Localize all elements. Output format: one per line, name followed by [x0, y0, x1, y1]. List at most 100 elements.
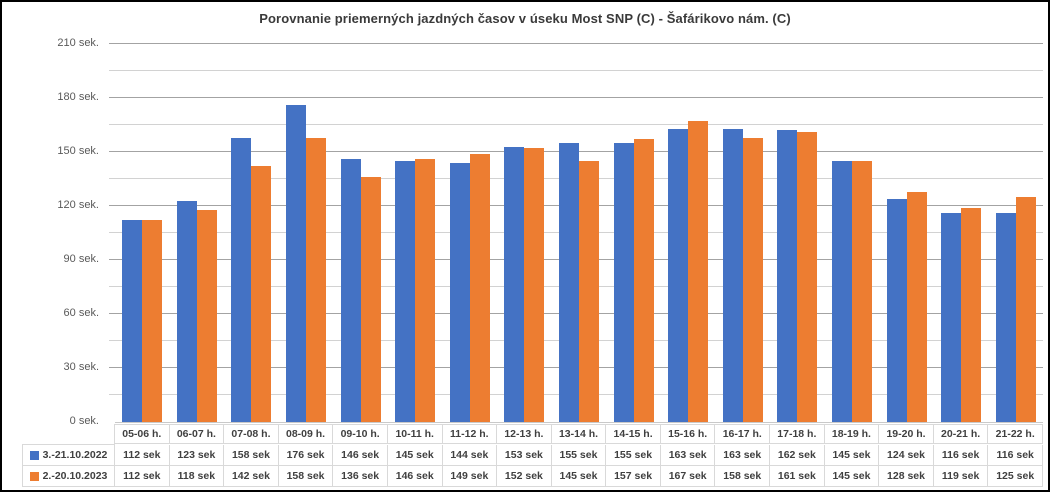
bar-group-20-21 [934, 44, 989, 422]
bar-2023-08-09 [306, 137, 327, 422]
y-axis-label: 210 sek. [57, 37, 99, 49]
table-value-cell: 123 sek [169, 445, 225, 466]
legend-swatch-icon [29, 450, 39, 460]
table-header-cell: 07-08 h. [224, 424, 279, 444]
bar-2022-20-21 [941, 213, 962, 422]
table-value-cell: 149 sek [442, 466, 498, 487]
bar-group-14-15 [606, 44, 661, 422]
bar-group-10-11 [388, 44, 443, 422]
bar-2022-16-17 [722, 128, 743, 422]
bar-2023-05-06 [142, 220, 163, 422]
gridline [109, 97, 1043, 98]
bar-group-21-22 [989, 44, 1044, 422]
bar-2023-20-21 [961, 207, 982, 422]
table-header-cell: 12-13 h. [497, 424, 552, 444]
bar-2023-19-20 [906, 191, 927, 422]
bar-group-12-13 [497, 44, 552, 422]
bar-2022-10-11 [395, 161, 416, 422]
table-value-cell: 152 sek [497, 466, 552, 487]
gridline [109, 43, 1043, 44]
bar-group-11-12 [443, 44, 498, 422]
table-value-cell: 162 sek [770, 445, 825, 466]
table-value-cell: 163 sek [715, 445, 771, 466]
bar-group-06-07 [170, 44, 225, 422]
y-axis-label: 60 sek. [63, 307, 99, 319]
bar-2022-05-06 [122, 220, 143, 422]
legend-key-2023: 2.-20.10.2023 [22, 466, 115, 487]
bar-group-13-14 [552, 44, 607, 422]
bar-group-05-06 [115, 44, 170, 422]
bar-2023-12-13 [524, 148, 545, 422]
bar-2023-11-12 [469, 153, 490, 422]
table-value-cell: 146 sek [333, 445, 388, 466]
data-table: 05-06 h. 06-07 h. 07-08 h. 08-09 h. 09-10 h.… [22, 424, 1043, 487]
table-header-cell: 05-06 h. [115, 424, 170, 444]
bar-2023-21-22 [1015, 197, 1036, 422]
table-value-cell: 155 sek [606, 445, 661, 466]
table-value-cell: 157 sek [606, 466, 661, 487]
bar-group-18-19 [825, 44, 880, 422]
table-value-cell: 125 sek [988, 466, 1043, 487]
bar-group-08-09 [279, 44, 334, 422]
bar-2022-18-19 [832, 161, 853, 422]
table-value-cell: 163 sek [660, 445, 716, 466]
bar-2023-06-07 [196, 209, 217, 422]
table-header-cell: 19-20 h. [879, 424, 934, 444]
bar-2022-08-09 [286, 105, 307, 422]
bar-group-09-10 [333, 44, 388, 422]
table-header-cell: 08-09 h. [278, 424, 334, 444]
bars-container [115, 44, 1043, 422]
table-header-cell: 21-22 h. [988, 424, 1043, 444]
table-value-cell: 145 sek [824, 466, 880, 487]
y-axis-label: 180 sek. [57, 90, 99, 103]
table-header-cell: 14-15 h. [606, 424, 661, 444]
table-value-cell: 146 sek [387, 466, 443, 487]
bar-2023-10-11 [415, 159, 436, 422]
table-value-cell: 142 sek [224, 466, 279, 487]
table-corner-cell [22, 424, 115, 445]
bar-2022-09-10 [340, 159, 361, 422]
table-value-cell: 136 sek [333, 466, 388, 487]
y-axis-label: 150 sek. [57, 144, 99, 157]
bar-2022-15-16 [668, 128, 689, 422]
table-value-cell: 158 sek [715, 466, 771, 487]
chart-title: Porovnanie priemerných jazdných časov v … [259, 11, 791, 26]
gridline [109, 124, 1043, 125]
bar-2022-06-07 [176, 200, 197, 422]
table-value-cell: 155 sek [551, 445, 607, 466]
table-value-cell: 153 sek [497, 445, 552, 466]
legend-swatch-icon [29, 471, 39, 481]
table-value-cell: 158 sek [278, 466, 334, 487]
table-header-cell: 11-12 h. [442, 424, 498, 444]
table-value-cell: 112 sek [115, 445, 170, 466]
table-header-cell: 20-21 h. [933, 424, 989, 444]
bar-group-16-17 [716, 44, 771, 422]
table-value-cell: 158 sek [224, 445, 279, 466]
table-value-cell: 145 sek [551, 466, 607, 487]
table-value-cell: 116 sek [933, 445, 989, 466]
y-axis-label: 90 sek. [63, 252, 99, 265]
bar-2022-12-13 [504, 146, 525, 422]
plot-area [109, 43, 1043, 423]
bar-2023-15-16 [688, 121, 709, 422]
bar-2023-16-17 [742, 137, 763, 422]
bar-2022-13-14 [559, 143, 580, 422]
bar-2022-14-15 [613, 143, 634, 422]
table-value-cell: 176 sek [278, 445, 334, 466]
table-value-cell: 167 sek [660, 466, 716, 487]
table-header-cell: 09-10 h. [333, 424, 388, 444]
table-value-cell: 124 sek [879, 445, 934, 466]
bar-group-07-08 [224, 44, 279, 422]
bar-group-17-18 [770, 44, 825, 422]
table-value-cell: 144 sek [442, 445, 498, 466]
bar-group-15-16 [661, 44, 716, 422]
bar-2023-14-15 [633, 139, 654, 422]
table-header-cell: 13-14 h. [551, 424, 607, 444]
bar-group-19-20 [879, 44, 934, 422]
table-header-cell: 15-16 h. [660, 424, 716, 444]
table-header-cell: 18-19 h. [824, 424, 880, 444]
gridline [109, 70, 1043, 71]
y-axis-labels: 0 sek. 30 sek. 60 sek. 90 sek. 120 sek. 150 s… [2, 37, 105, 427]
table-header-cell: 17-18 h. [770, 424, 825, 444]
